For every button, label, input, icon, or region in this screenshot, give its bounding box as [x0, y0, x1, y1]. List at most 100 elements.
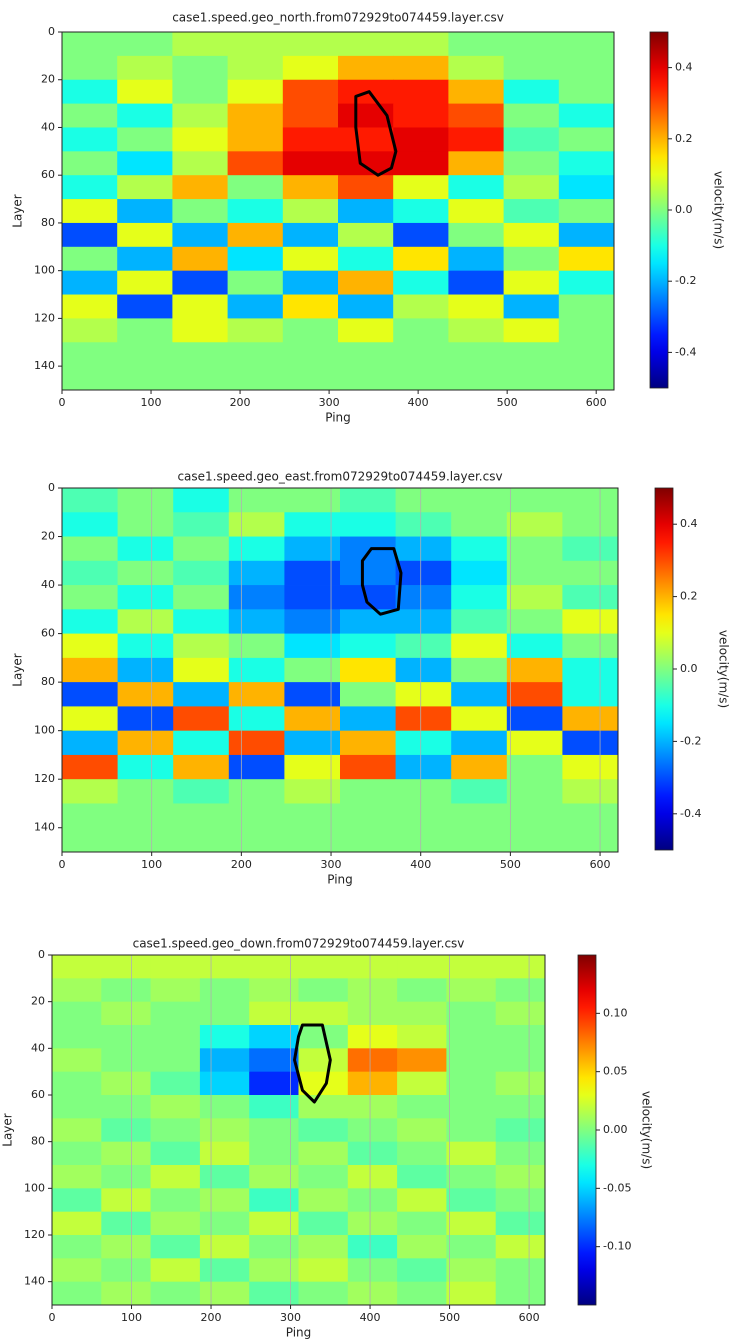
- y-tick-label: 80: [31, 1135, 45, 1148]
- y-tick-label: 40: [41, 578, 55, 591]
- x-tick-label: 500: [500, 858, 521, 871]
- heatmap-cell: [503, 270, 560, 295]
- heatmap-cell: [340, 512, 396, 537]
- heatmap-cell: [62, 366, 118, 391]
- heatmap-cell: [172, 127, 228, 152]
- heatmap-cell: [62, 55, 118, 81]
- x-axis-label: Ping: [325, 411, 351, 425]
- heatmap-cell: [52, 1165, 102, 1189]
- heatmap-cell: [393, 103, 449, 128]
- heatmap-cell: [562, 730, 619, 756]
- heatmap-cell: [249, 978, 299, 1003]
- heatmap-cell: [506, 536, 563, 562]
- y-tick-label: 80: [41, 216, 55, 229]
- x-axis-label: Ping: [327, 873, 353, 887]
- heatmap-cell: [446, 1071, 497, 1096]
- heatmap-cell: [340, 560, 396, 586]
- heatmap-cell: [227, 366, 284, 391]
- heatmap-cell: [249, 1048, 299, 1073]
- heatmap-cell: [249, 1258, 299, 1283]
- heatmap-cell: [52, 1141, 102, 1166]
- heatmap-cell: [503, 222, 560, 248]
- heatmap-cell: [347, 1071, 398, 1096]
- heatmap-cell: [393, 222, 449, 248]
- heatmap-cell: [562, 803, 619, 829]
- heatmap-cell: [150, 1258, 201, 1283]
- chart-title: case1.speed.geo_north.from072929to074459…: [172, 11, 504, 25]
- heatmap-cell: [558, 127, 615, 152]
- heatmap-cell: [395, 730, 452, 756]
- heatmap-cell: [101, 955, 151, 979]
- heatmap-cell: [199, 1141, 250, 1166]
- heatmap-cell: [506, 560, 563, 586]
- heatmap-cell: [173, 560, 230, 586]
- heatmap-cell: [173, 488, 230, 513]
- heatmap-cell: [448, 175, 504, 200]
- heatmap-cell: [448, 127, 504, 152]
- heatmap-cell: [446, 1188, 497, 1213]
- heatmap-cell: [249, 1141, 299, 1166]
- heatmap-cell: [227, 151, 284, 176]
- heatmap-cell: [446, 1001, 497, 1026]
- heatmap-cell: [62, 175, 118, 200]
- heatmap-cell: [558, 246, 615, 272]
- heatmap-cell: [338, 270, 394, 295]
- y-tick-label: 20: [31, 995, 45, 1008]
- heatmap-cell: [62, 609, 118, 634]
- heatmap-cell: [393, 270, 449, 295]
- heatmap-cell: [284, 754, 341, 780]
- heatmap-cell: [284, 609, 341, 634]
- heatmap-cell: [101, 1095, 151, 1119]
- heatmap-cell: [347, 1118, 398, 1143]
- heatmap-cell: [62, 536, 118, 562]
- heatmap-cell: [150, 955, 201, 979]
- heatmap-cell: [52, 1281, 102, 1306]
- heatmap-cell: [282, 32, 339, 57]
- heatmap-cell: [562, 585, 619, 610]
- heatmap-cell: [284, 560, 341, 586]
- heatmap-cell: [397, 1258, 447, 1283]
- heatmap-cell: [395, 609, 452, 634]
- heatmap-cell: [340, 754, 396, 780]
- colorbar-tick-label: -0.2: [680, 734, 701, 747]
- heatmap-cell: [338, 55, 394, 81]
- heatmap-cell: [150, 1071, 201, 1096]
- heatmap-cell: [338, 103, 394, 128]
- heatmap-cell: [284, 706, 341, 732]
- colorbar-label: velocity(m/s): [712, 171, 726, 249]
- x-tick-label: 600: [519, 1311, 540, 1324]
- heatmap-cell: [117, 512, 174, 537]
- heatmap-cell: [62, 730, 118, 756]
- heatmap-cell: [338, 127, 394, 152]
- y-tick-label: 0: [38, 948, 45, 961]
- heatmap-cell: [228, 536, 285, 562]
- x-tick-label: 0: [59, 396, 66, 409]
- heatmap-cell: [101, 1025, 151, 1049]
- heatmap-cell: [117, 79, 173, 104]
- heatmap-cell: [284, 730, 341, 756]
- heatmap-cell: [506, 633, 563, 659]
- heatmap-cell: [562, 560, 619, 586]
- heatmap-cell: [173, 706, 230, 732]
- x-tick-label: 400: [360, 1311, 381, 1324]
- y-tick-label: 60: [41, 627, 55, 640]
- heatmap-cell: [395, 536, 452, 562]
- y-tick-label: 100: [34, 264, 55, 277]
- heatmap-cell: [451, 682, 508, 707]
- heatmap-cell: [448, 342, 504, 367]
- heatmap-cell: [298, 1281, 349, 1306]
- heatmap-cell: [506, 827, 563, 853]
- heatmap-cell: [62, 103, 118, 128]
- heatmap-cell: [495, 978, 546, 1003]
- heatmap-cell: [503, 294, 560, 319]
- heatmap-cell: [282, 246, 339, 272]
- heatmap-cell: [347, 1095, 398, 1119]
- colorbar-label: velocity(m/s): [717, 630, 731, 708]
- heatmap-cell: [448, 246, 504, 272]
- heatmap-cell: [52, 1235, 102, 1259]
- heatmap-cell: [395, 633, 452, 659]
- heatmap-cell: [172, 79, 228, 104]
- heatmap-cell: [562, 657, 619, 683]
- heatmap-cell: [52, 1025, 102, 1049]
- heatmap-cell: [282, 318, 339, 343]
